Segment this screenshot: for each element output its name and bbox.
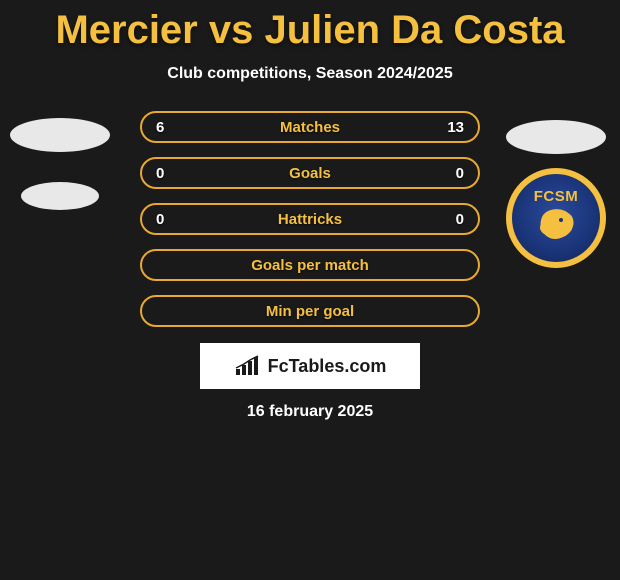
stat-right-value: 0 — [434, 165, 464, 182]
stat-label: Goals per match — [251, 257, 369, 274]
stat-row-goals: 0 Goals 0 — [140, 157, 480, 189]
date-text: 16 february 2025 — [0, 403, 620, 421]
ellipse-shape — [10, 118, 110, 152]
watermark-box: FcTables.com — [200, 343, 420, 389]
stat-row-hattricks: 0 Hattricks 0 — [140, 203, 480, 235]
ellipse-shape — [506, 120, 606, 154]
bar-chart-icon — [234, 355, 262, 377]
club-badge: FCSM — [506, 168, 606, 268]
stat-label: Goals — [289, 165, 331, 182]
stat-label: Min per goal — [266, 303, 354, 320]
stat-row-matches: 6 Matches 13 — [140, 111, 480, 143]
stat-row-min-per-goal: Min per goal — [140, 295, 480, 327]
stat-left-value: 0 — [156, 211, 186, 228]
stat-label: Matches — [280, 119, 340, 136]
stat-left-value: 6 — [156, 119, 186, 136]
watermark-text: FcTables.com — [268, 356, 387, 377]
right-player-badge-area: FCSM — [506, 120, 606, 268]
stat-right-value: 13 — [434, 119, 464, 136]
badge-text: FCSM — [534, 188, 579, 205]
lion-icon — [531, 200, 581, 250]
stat-label: Hattricks — [278, 211, 342, 228]
ellipse-shape — [21, 182, 99, 210]
stat-left-value: 0 — [156, 165, 186, 182]
stat-row-goals-per-match: Goals per match — [140, 249, 480, 281]
page-title: Mercier vs Julien Da Costa — [0, 0, 620, 53]
stat-right-value: 0 — [434, 211, 464, 228]
left-player-shapes — [0, 118, 120, 210]
subtitle: Club competitions, Season 2024/2025 — [0, 65, 620, 83]
